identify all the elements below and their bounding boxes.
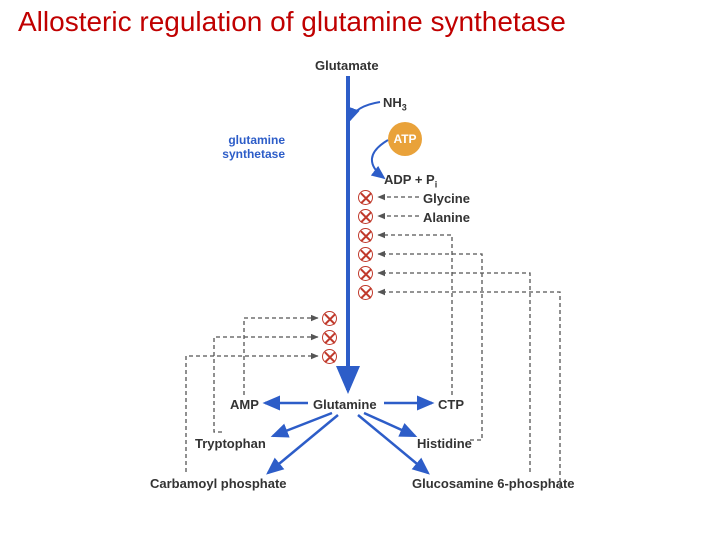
fb-gluc <box>378 273 530 472</box>
diagram-svg <box>0 0 720 540</box>
to-trp <box>273 413 332 436</box>
nh3-arrow <box>350 102 380 120</box>
atp-arc <box>372 140 388 178</box>
fb-extra-right <box>378 292 560 489</box>
fb-his <box>378 254 482 440</box>
fb-ctp <box>378 235 452 395</box>
fb-carb <box>186 356 318 472</box>
to-his <box>364 413 415 436</box>
to-gluc <box>358 415 428 473</box>
fb-trp <box>214 337 318 432</box>
